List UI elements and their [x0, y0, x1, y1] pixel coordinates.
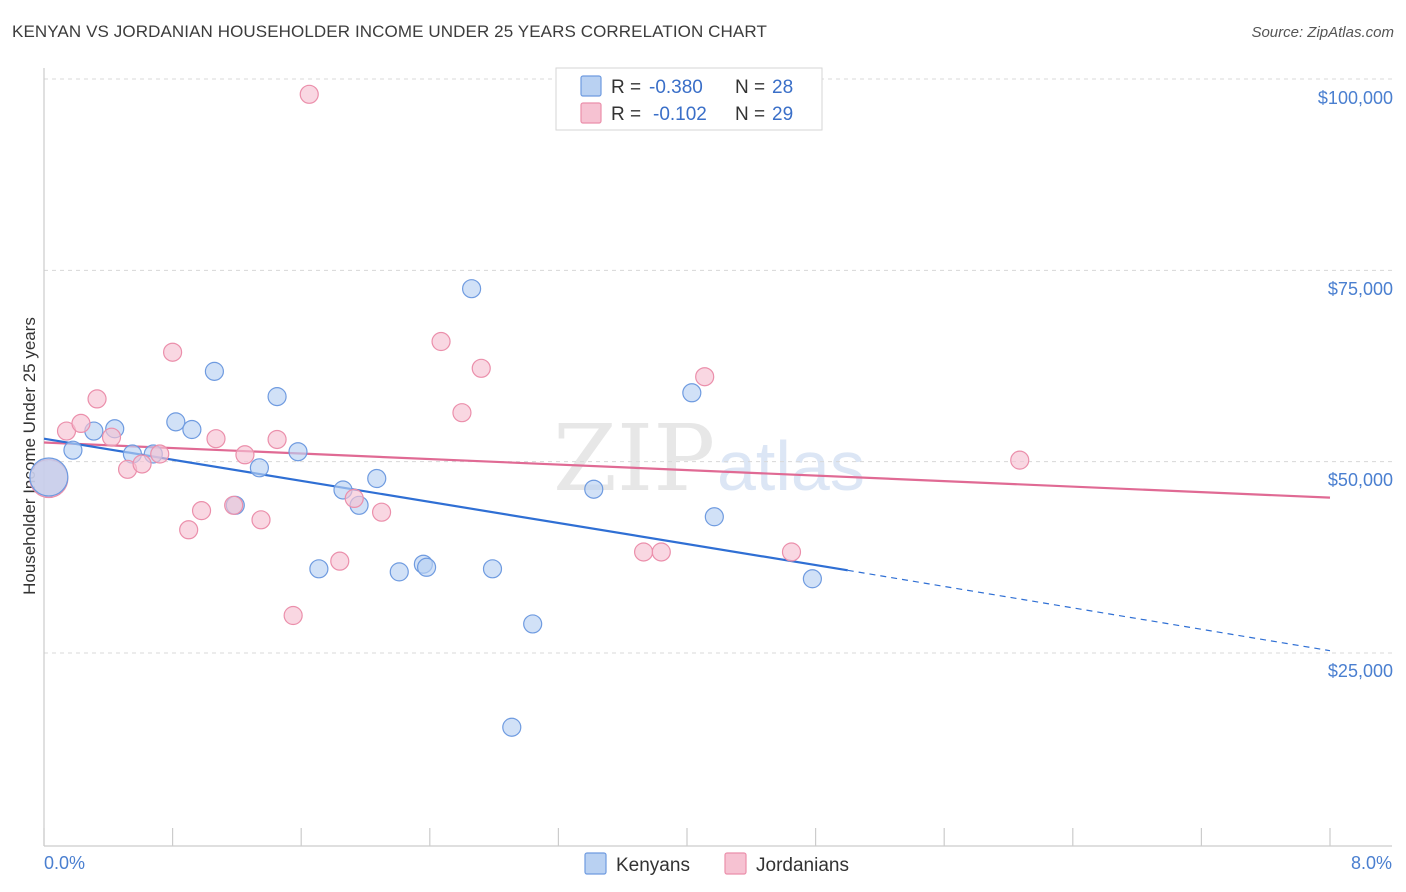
jordanian-point: [283, 605, 303, 626]
bottom-legend-label-jordanians: Jordanians: [756, 855, 849, 876]
kenyan-point: [461, 279, 482, 299]
watermark-zip: ZIP: [553, 405, 715, 512]
kenyan-point: [682, 383, 702, 403]
jordanian-point: [452, 403, 472, 423]
jordanian-point: [371, 502, 392, 522]
kenyan-point: [502, 717, 522, 737]
x-axis-ticks: [43, 828, 1331, 846]
legend-n-label-kenyans: N =: [735, 77, 765, 98]
series-legend: Kenyans Jordanians: [584, 852, 849, 876]
bottom-legend-label-kenyans: Kenyans: [616, 855, 690, 876]
chart-title: KENYAN VS JORDANIAN HOUSEHOLDER INCOME U…: [12, 22, 767, 41]
legend-r-value-jordanians: -0.102: [653, 104, 707, 125]
kenyan-point: [288, 442, 308, 462]
y-tick-label-50000: $50,000: [1328, 470, 1393, 490]
legend-r-label-jordanians: R =: [611, 104, 641, 125]
y-tick-label-100000: $100,000: [1318, 88, 1393, 108]
watermark-atlas: atlas: [717, 427, 865, 505]
jordanian-point: [150, 444, 170, 464]
jordanian-point: [191, 501, 212, 521]
kenyan-point: [182, 419, 202, 440]
kenyan-point: [367, 468, 387, 489]
jordanian-point: [471, 358, 491, 378]
jordanian-point: [431, 331, 451, 352]
trend-line-kenyans-extension: [847, 569, 1331, 652]
kenyan-point: [249, 458, 270, 478]
jordanian-point: [695, 367, 715, 387]
legend-n-value-kenyans: 28: [772, 77, 793, 98]
legend-swatch-jordanians: [580, 102, 602, 124]
x-tick-label-max: 8.0%: [1351, 853, 1392, 873]
kenyan-point: [166, 412, 186, 432]
jordanian-point: [101, 427, 122, 447]
legend-n-value-jordanians: 29: [772, 104, 793, 125]
kenyan-point: [63, 440, 83, 460]
jordanian-point: [71, 413, 91, 433]
jordanian-point: [179, 520, 199, 540]
jordanian-point: [132, 454, 152, 474]
jordanian-point: [344, 488, 364, 509]
jordanian-point: [224, 495, 244, 515]
jordanian-point: [251, 510, 271, 530]
kenyan-point: [802, 569, 822, 589]
y-tick-label-75000: $75,000: [1328, 279, 1393, 299]
legend-n-label-jordanians: N =: [735, 104, 765, 125]
x-tick-label-min: 0.0%: [44, 853, 85, 873]
legend-r-value-kenyans: -0.380: [649, 77, 703, 98]
kenyan-point: [704, 507, 724, 527]
y-axis-title: Householder Income Under 25 years: [20, 317, 39, 595]
kenyan-point: [584, 479, 604, 499]
jordanian-point: [1010, 450, 1030, 470]
trend-line-kenyans: [43, 437, 848, 572]
bottom-legend-swatch-jordanians: [724, 852, 747, 875]
jordanian-point: [651, 542, 671, 562]
gridlines: [44, 78, 1392, 654]
kenyan-point: [267, 387, 287, 407]
watermark: ZIP atlas: [553, 405, 865, 512]
y-tick-label-25000: $25,000: [1328, 661, 1393, 681]
jordanian-point: [633, 542, 654, 562]
trend-line-jordanians: [43, 441, 1331, 499]
jordanian-point: [235, 445, 255, 465]
jordanian-point: [163, 342, 183, 362]
jordanian-point: [87, 389, 107, 409]
legend-swatch-kenyans: [580, 75, 602, 97]
kenyan-point: [309, 559, 329, 579]
correlation-legend: R = -0.380 N = 28 R = -0.102 N = 29: [555, 67, 823, 131]
jordanian-point: [267, 429, 287, 450]
kenyan-point: [523, 614, 543, 634]
legend-r-label-kenyans: R =: [611, 77, 641, 98]
kenyan-point: [416, 557, 437, 577]
jordanian-point: [299, 84, 319, 104]
y-axis-tick-labels: $25,000 $50,000 $75,000 $100,000: [1318, 88, 1393, 681]
data-points: [29, 84, 1030, 737]
kenyan-point-large: [29, 457, 69, 497]
jordanian-point: [330, 551, 350, 571]
jordanian-point: [206, 429, 226, 449]
kenyan-point: [482, 559, 503, 579]
kenyan-point: [389, 562, 409, 582]
jordanian-point: [781, 542, 802, 562]
kenyan-point: [204, 361, 224, 381]
bottom-legend-swatch-kenyans: [584, 852, 607, 875]
source-label: Source: ZipAtlas.com: [1251, 24, 1394, 41]
trend-lines: [43, 437, 1331, 652]
